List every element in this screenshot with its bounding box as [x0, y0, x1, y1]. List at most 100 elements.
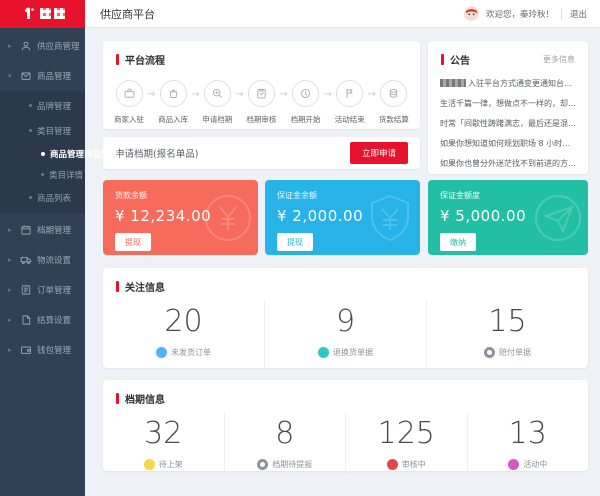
red-dot-icon	[386, 458, 398, 470]
box-icon	[20, 70, 32, 82]
arrow-right-icon: →	[367, 88, 376, 100]
sidebar-item-order-mgmt[interactable]: ▸ 订单管理	[0, 275, 85, 305]
logout-link[interactable]: 退出	[560, 7, 587, 20]
teal-dot-icon	[318, 346, 329, 358]
sidebar-item-label: 供应商管理	[37, 42, 80, 52]
stat-pending-listing: 32 待上架	[103, 412, 225, 480]
section-marker	[116, 54, 119, 65]
sidebar-item-label: 物流设置	[37, 256, 72, 266]
user-avatar[interactable]	[463, 6, 479, 21]
top-header: 供应商平台 欢迎您，秦玲秋！ 退出	[0, 0, 600, 28]
stat-pending-schedule-submit: 8 档期待提报	[225, 412, 346, 480]
sidebar-item-logistics-settings[interactable]: ▸ 物流设置	[0, 245, 85, 275]
balance-label: 货款余额	[115, 191, 147, 200]
sidebar-item-goods-mgmt[interactable]: ▾ 商品管理	[0, 61, 85, 91]
withdraw-button[interactable]: 提现	[115, 233, 151, 251]
pay-deposit-button[interactable]: 缴纳	[440, 233, 476, 251]
notice-item[interactable]: 时常「间歇性踌躇满志，最后还是混吃等...	[440, 119, 576, 128]
process-step: 申请档期	[202, 80, 232, 125]
sidebar-item-category-detail[interactable]: 类目详情	[0, 164, 85, 185]
sidebar-item-label: 档期管理	[37, 226, 72, 236]
bullet-icon	[41, 173, 44, 176]
sidebar-item-goods-list[interactable]: 商品列表	[0, 185, 85, 210]
sidebar-item-category-mgmt[interactable]: 类目管理	[0, 118, 85, 143]
deposit-quota-card: 保证金额度 ¥ 5,000.00 缴纳	[428, 180, 588, 255]
clock-icon	[292, 80, 320, 107]
stat-active: 13 活动中	[508, 416, 548, 470]
arrow-right-icon: →	[146, 88, 156, 100]
sidebar-item-schedule-mgmt[interactable]: ▸ 档期管理	[0, 215, 85, 245]
wallet-icon	[20, 344, 32, 356]
sidebar-item-label: 类目详情	[49, 170, 84, 181]
sidebar-item-supplier-mgmt[interactable]: ▸ 供应商管理	[0, 31, 85, 61]
sidebar-item-label: 结算设置	[37, 316, 72, 326]
briefcase-icon	[115, 80, 143, 107]
notice-title: 公告	[450, 56, 470, 67]
brand-glyph-icon	[24, 6, 34, 19]
sidebar-item-label: 品牌管理	[37, 101, 72, 112]
coin-yen-icon	[202, 192, 254, 244]
goods-submenu: 品牌管理 类目管理 商品管理商品管理 类目详情 商品列表	[0, 91, 118, 215]
notice-item[interactable]: 生活千篇一律，想做点不一样的，却毫无...	[440, 99, 576, 108]
sidebar-nav: ▸ 供应商管理 ▾ 商品管理 品牌管理 类目管理 商品管	[0, 28, 118, 496]
process-steps: 商家入驻 → 商品入库 → 申请档期 → 档期审核	[103, 67, 420, 125]
balance-amount: ¥ 5,000.00	[440, 207, 527, 225]
bullet-icon	[29, 196, 32, 199]
coins-icon	[380, 80, 408, 107]
notice-item[interactable]: 如果你也曾分外迷茫找不到前进的方向？	[440, 159, 576, 168]
deposit-balance-card: 保证金余额 ¥ 2,000.00 提现	[265, 180, 420, 255]
redacted-text-block	[440, 79, 466, 87]
withdraw-button[interactable]: 提现	[277, 233, 313, 251]
sidebar-item-goods-mgmt-active[interactable]: 商品管理商品管理	[0, 143, 118, 164]
attention-info-card: 关注信息 20 未发货订单 9 退换货单据 15 赔付单据	[103, 268, 588, 368]
magenta-dot-icon	[508, 458, 520, 470]
balance-amount: ¥ 2,000.00	[277, 207, 364, 225]
schedule-info-card: 档期信息 32 待上架 8 档期待提报 125 审核中 13 活动中	[103, 380, 588, 480]
sidebar-item-settlement-settings[interactable]: ▸ 结算设置	[0, 305, 85, 335]
blue-dot-icon	[156, 346, 167, 358]
section-marker	[116, 281, 119, 292]
search-plus-icon	[203, 80, 231, 107]
flag-icon	[336, 80, 364, 107]
bullet-icon	[29, 129, 32, 132]
section-marker	[116, 393, 119, 404]
chevron-right-icon: ▸	[8, 346, 12, 354]
process-step: 货款结算	[379, 80, 409, 125]
clipboard-icon	[247, 80, 275, 107]
process-step: 商品入库	[158, 80, 188, 125]
app-logo	[0, 0, 85, 28]
settlement-doc-icon	[20, 314, 32, 326]
yellow-dot-icon	[143, 458, 155, 470]
process-step: 档期开始	[291, 80, 321, 125]
sidebar-item-wallet-mgmt[interactable]: ▸ 钱包管理	[0, 335, 85, 365]
process-step: 商家入驻	[114, 80, 144, 125]
avatar-face-icon	[463, 6, 479, 21]
process-step: 档期审核	[246, 80, 276, 125]
apply-now-button[interactable]: 立即申请	[349, 142, 408, 164]
welcome-text: 欢迎您，秦玲秋！	[485, 9, 554, 20]
chevron-right-icon: ▸	[8, 226, 12, 234]
arrow-right-icon: →	[279, 88, 288, 100]
stat-return-exchange-docs: 9 退换货单据	[265, 300, 427, 368]
apply-schedule-card: 申请档期(报名单品) 立即申请	[103, 137, 420, 169]
attention-title: 关注信息	[125, 283, 165, 294]
notice-item[interactable]: 入驻平台方式通变更通知台方...	[440, 74, 576, 94]
logo-mosaic-block	[39, 8, 51, 19]
arrow-right-icon: →	[191, 88, 200, 100]
chevron-right-icon: ▸	[8, 42, 12, 50]
stat-compensation-docs: 15 赔付单据	[427, 300, 588, 368]
sidebar-item-label: 商品管理商品管理	[50, 149, 119, 160]
chevron-right-icon: ▸	[8, 256, 12, 264]
sidebar-item-brand-mgmt[interactable]: 品牌管理	[0, 93, 85, 118]
chevron-right-icon: ▸	[8, 316, 12, 324]
chevron-right-icon: ▸	[8, 286, 12, 294]
process-step: 活动结束	[335, 80, 365, 125]
truck-icon	[20, 254, 32, 266]
balance-label: 保证金余额	[277, 191, 317, 200]
sidebar-item-label: 订单管理	[37, 286, 72, 296]
sidebar-item-label: 商品管理	[37, 72, 72, 82]
notice-item[interactable]: 如果你想知道如何规划职场 8 小时外的人...	[440, 139, 576, 148]
payment-balance-card: 货款余额 ¥ 12,234.00 提现	[103, 180, 258, 255]
calendar-icon	[20, 224, 32, 236]
more-info-link[interactable]: 更多信息	[543, 55, 575, 64]
